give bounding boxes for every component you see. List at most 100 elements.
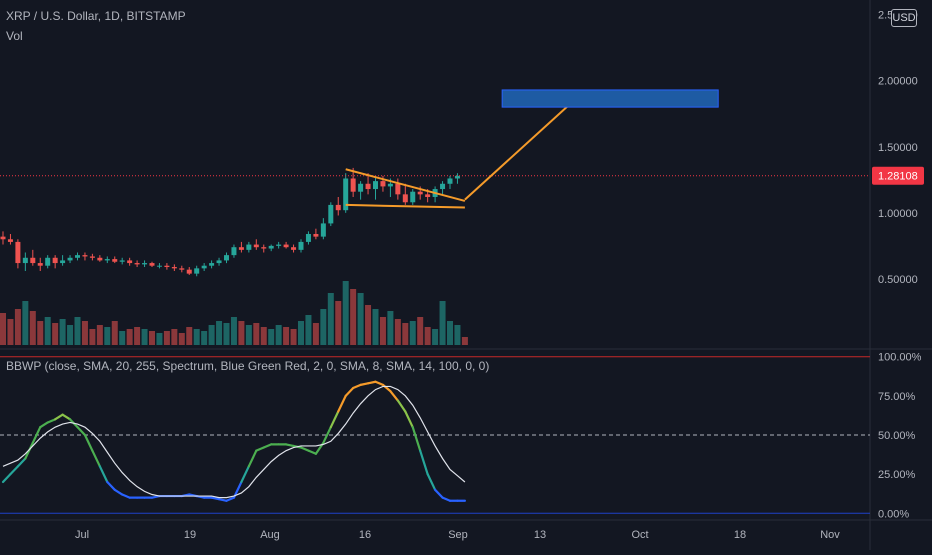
candle[interactable] bbox=[231, 247, 237, 256]
volume-bar bbox=[268, 329, 275, 345]
candle[interactable] bbox=[440, 183, 446, 190]
triangle-lower-trendline[interactable] bbox=[345, 203, 465, 209]
candle[interactable] bbox=[201, 265, 207, 269]
candle[interactable] bbox=[156, 265, 162, 267]
bbwp-segment bbox=[359, 382, 370, 386]
price-tick-label: 1.00000 bbox=[878, 208, 918, 220]
bbwp-segment bbox=[262, 443, 273, 449]
candle[interactable] bbox=[52, 257, 58, 264]
candle[interactable] bbox=[15, 241, 21, 264]
candle[interactable] bbox=[7, 239, 13, 242]
volume-bar bbox=[357, 293, 364, 345]
candle[interactable] bbox=[358, 183, 364, 192]
volume-bar bbox=[193, 329, 200, 345]
candle[interactable] bbox=[89, 256, 95, 258]
candle[interactable] bbox=[380, 181, 386, 187]
candle[interactable] bbox=[261, 247, 267, 249]
bbwp-segment bbox=[419, 449, 429, 476]
volume-bar bbox=[44, 317, 51, 345]
target-box[interactable] bbox=[501, 89, 719, 108]
bbwp-segment bbox=[39, 421, 49, 429]
volume-bar bbox=[134, 327, 141, 345]
candle[interactable] bbox=[417, 191, 423, 195]
candle[interactable] bbox=[186, 269, 192, 274]
bbwp-segment bbox=[329, 410, 340, 429]
candle[interactable] bbox=[350, 178, 356, 192]
candle[interactable] bbox=[313, 233, 319, 237]
candle[interactable] bbox=[291, 247, 297, 250]
volume-bar bbox=[253, 323, 260, 345]
candle[interactable] bbox=[97, 257, 103, 261]
bbwp-segment bbox=[217, 498, 228, 502]
bbwp-segment bbox=[352, 383, 362, 390]
candle[interactable] bbox=[149, 263, 155, 266]
candle[interactable] bbox=[37, 263, 43, 266]
triangle-upper-trendline[interactable] bbox=[345, 168, 466, 202]
candle[interactable] bbox=[164, 265, 170, 268]
candle[interactable] bbox=[45, 257, 51, 266]
candle[interactable] bbox=[246, 244, 252, 250]
candle[interactable] bbox=[373, 181, 378, 190]
volume-bar bbox=[432, 329, 439, 345]
bbwp-moving-average-line bbox=[2, 385, 466, 499]
candle[interactable] bbox=[127, 260, 133, 264]
candle[interactable] bbox=[387, 183, 393, 187]
candle[interactable] bbox=[395, 183, 401, 195]
candle[interactable] bbox=[283, 244, 289, 248]
candle[interactable] bbox=[268, 245, 274, 249]
candle[interactable] bbox=[209, 263, 215, 266]
time-tick-label: 13 bbox=[534, 529, 546, 541]
projection-trendline[interactable] bbox=[464, 90, 585, 201]
candle[interactable] bbox=[238, 247, 244, 250]
candle[interactable] bbox=[134, 263, 140, 265]
candle[interactable] bbox=[305, 233, 311, 242]
candle[interactable] bbox=[194, 268, 200, 274]
candle[interactable] bbox=[142, 263, 148, 265]
volume-bar bbox=[96, 325, 103, 345]
volume-bar bbox=[22, 301, 29, 345]
candle[interactable] bbox=[447, 178, 453, 184]
candle[interactable] bbox=[276, 244, 282, 246]
candle[interactable] bbox=[343, 178, 349, 211]
volume-bar bbox=[14, 309, 21, 345]
indicator-tick-label: 25.00% bbox=[878, 469, 916, 481]
volume-bar bbox=[0, 313, 6, 345]
candle[interactable] bbox=[30, 257, 36, 264]
candle[interactable] bbox=[335, 204, 341, 211]
candle[interactable] bbox=[253, 244, 259, 248]
volume-bar bbox=[89, 329, 96, 345]
indicator-tick-label: 100.00% bbox=[878, 352, 922, 364]
bbwp-segment bbox=[322, 426, 332, 444]
candle[interactable] bbox=[454, 175, 460, 179]
bbwp-segment bbox=[225, 496, 236, 502]
candle[interactable] bbox=[425, 194, 431, 197]
bbwp-segment bbox=[210, 496, 221, 501]
bbwp-segment bbox=[374, 380, 385, 386]
volume-bar bbox=[223, 323, 230, 345]
candle[interactable] bbox=[60, 260, 66, 264]
candle[interactable] bbox=[365, 183, 371, 190]
currency-badge[interactable]: USD bbox=[891, 9, 917, 27]
candle[interactable] bbox=[112, 259, 118, 262]
candle[interactable] bbox=[119, 260, 125, 262]
candle[interactable] bbox=[82, 255, 88, 257]
candle[interactable] bbox=[224, 255, 229, 261]
candle[interactable] bbox=[179, 268, 185, 270]
volume-bar bbox=[409, 321, 416, 345]
candle[interactable] bbox=[75, 255, 80, 258]
volume-bar bbox=[372, 309, 379, 345]
candle[interactable] bbox=[171, 267, 177, 269]
candle[interactable] bbox=[328, 204, 334, 224]
candle[interactable] bbox=[298, 241, 304, 250]
candle[interactable] bbox=[104, 259, 110, 261]
candle[interactable] bbox=[320, 223, 326, 237]
price-tick-label: 2.00000 bbox=[878, 76, 918, 88]
candle[interactable] bbox=[402, 194, 408, 203]
candle[interactable] bbox=[22, 257, 28, 264]
candle[interactable] bbox=[410, 191, 416, 203]
candle[interactable] bbox=[216, 260, 222, 264]
candle[interactable] bbox=[67, 257, 73, 261]
candle[interactable] bbox=[0, 236, 6, 240]
